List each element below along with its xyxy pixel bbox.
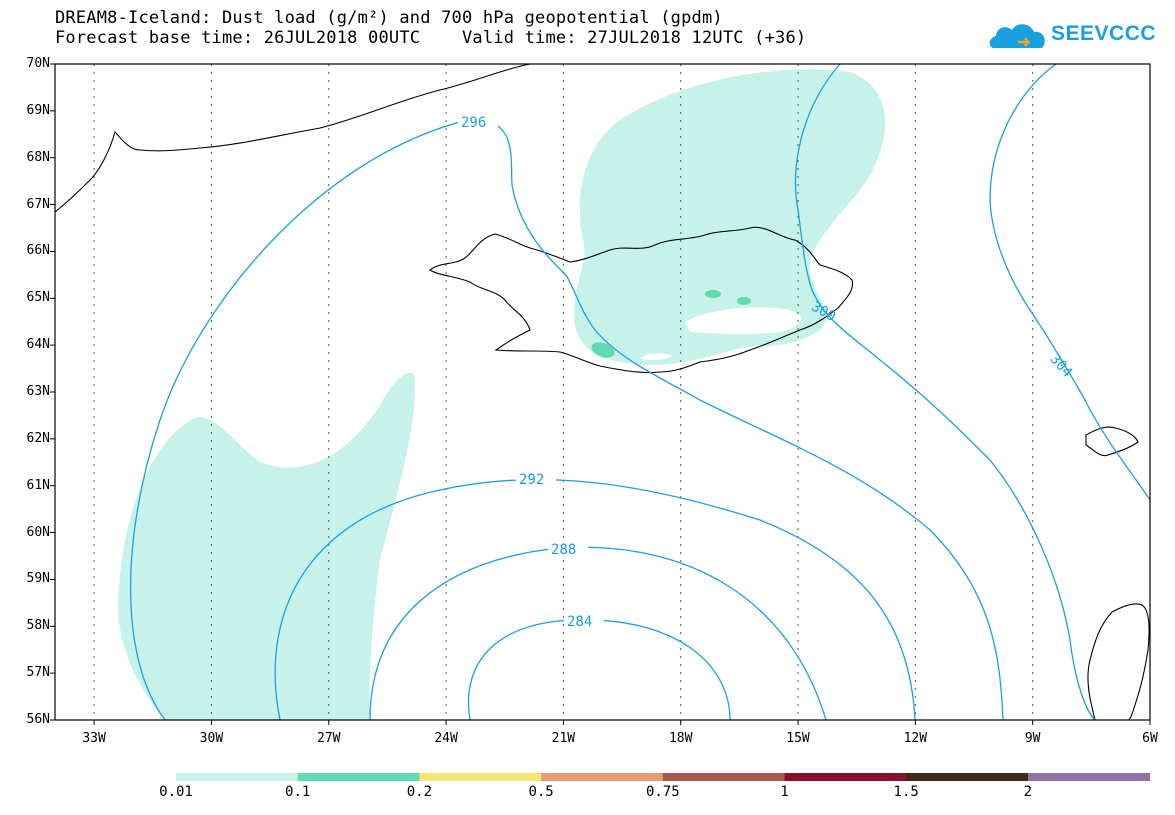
- dust-spot: [737, 297, 751, 305]
- faroe-coast: [1085, 426, 1139, 457]
- dust-plume-southwest: [118, 372, 415, 720]
- contour-label: 284: [567, 614, 592, 630]
- colorbar-label: 0.1: [285, 784, 311, 800]
- colorbar-label: 0.2: [406, 784, 433, 800]
- contour-292: [274, 478, 916, 721]
- colorbar-label: 0.01: [159, 784, 193, 800]
- latitude-label: 66N: [26, 243, 50, 259]
- contour-284: [467, 619, 731, 721]
- latitude-label: 57N: [26, 665, 50, 681]
- logo-text: SEEVCCC: [1051, 22, 1157, 45]
- longitude-label: 9W: [1024, 731, 1041, 746]
- latitude-label: 59N: [26, 571, 50, 587]
- iceland-coast: [429, 226, 854, 374]
- contour-300: [794, 63, 1096, 721]
- latitude-label: 70N: [26, 56, 50, 71]
- colorbar-segment: [1027, 773, 1151, 781]
- coastlines: [54, 63, 1150, 721]
- colorbar-label: 1.5: [893, 784, 919, 800]
- colorbar-segment: [906, 773, 1029, 781]
- map-title: DREAM8-Iceland: Dust load (g/m²) and 700…: [55, 8, 723, 28]
- latitude-label: 69N: [26, 102, 50, 118]
- colorbar-segment: [541, 773, 664, 781]
- contour-296: [129, 119, 1004, 721]
- contour-label: 296: [461, 115, 486, 131]
- latitude-label: 68N: [26, 149, 50, 165]
- longitude-label: 30W: [199, 731, 224, 746]
- contour-label: 288: [551, 542, 576, 558]
- greenland-coast: [54, 63, 531, 213]
- latitude-label: 65N: [26, 290, 50, 306]
- longitude-label: 24W: [434, 731, 458, 746]
- colorbar-label: 0.75: [645, 784, 680, 800]
- colorbar-segment: [419, 773, 542, 781]
- latitude-label: 56N: [26, 712, 50, 727]
- dust-load-fill: [118, 69, 885, 720]
- scotland-coast: [1087, 603, 1150, 721]
- longitude-label: 18W: [668, 731, 693, 746]
- colorbar-label: 2: [1023, 784, 1033, 800]
- colorbar-segment: [784, 773, 907, 781]
- dust-spot: [705, 290, 721, 298]
- colorbar-label: 0.5: [528, 784, 554, 800]
- longitude-label: 21W: [551, 731, 576, 746]
- longitude-label: 6W: [1142, 731, 1158, 746]
- seevccc-logo: [989, 24, 1045, 48]
- dust-spot: [591, 342, 615, 358]
- colorbar-segment: [662, 773, 785, 781]
- longitude-label: 12W: [903, 731, 928, 746]
- colorbar-segment: [297, 773, 420, 781]
- contour-304: [989, 63, 1151, 501]
- latitude-label: 64N: [26, 337, 50, 353]
- longitude-label: 15W: [786, 731, 810, 746]
- contour-label: 292: [519, 472, 544, 488]
- colorbar-segment: [176, 773, 299, 781]
- cloud-icon: [989, 24, 1045, 48]
- colorbar-label: 1: [780, 784, 789, 800]
- latitude-label: 62N: [26, 430, 50, 446]
- latitude-label: 67N: [26, 196, 50, 212]
- latitude-label: 58N: [26, 618, 50, 634]
- longitude-label: 33W: [82, 731, 106, 746]
- latitude-label: 60N: [26, 524, 50, 540]
- longitude-label: 27W: [317, 731, 341, 746]
- graticule: [93, 64, 1034, 720]
- latitude-label: 61N: [26, 477, 50, 493]
- latitude-label: 63N: [26, 384, 50, 399]
- dust-plume-north: [573, 69, 885, 365]
- contour-288: [369, 546, 827, 721]
- colorbar: [176, 773, 1151, 781]
- map-subtitle: Forecast base time: 26JUL2018 00UTC Vali…: [55, 28, 807, 48]
